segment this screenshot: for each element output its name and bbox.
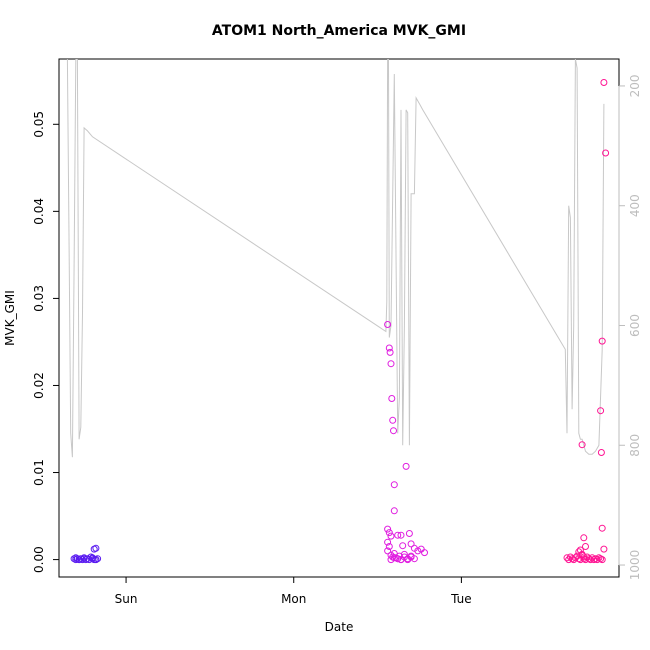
y-tick-label: 0.04 [32, 198, 46, 225]
data-point [578, 551, 586, 559]
data-point [390, 554, 398, 562]
data-point [600, 79, 608, 86]
data-point [414, 547, 422, 555]
data-point [578, 441, 586, 449]
y-axis-label: MVK_GMI [3, 290, 17, 346]
y-tick-label: 0.00 [32, 546, 46, 573]
x-tick-label: Sun [115, 592, 138, 606]
data-point [80, 555, 88, 563]
chart-title: ATOM1 North_America MVK_GMI [212, 23, 466, 39]
data-point [598, 556, 606, 564]
x-tick-label: Mon [281, 592, 306, 606]
data-point [390, 507, 398, 515]
data-point [384, 321, 392, 328]
data-point [580, 534, 588, 542]
plot-area-border [58, 58, 620, 578]
data-point [89, 554, 96, 562]
data-point [389, 416, 397, 424]
pressure-line [66, 59, 605, 458]
y-tick-label: 0.05 [32, 111, 46, 138]
y-tick-label: 0.02 [32, 372, 46, 399]
data-point [405, 530, 413, 537]
data-point [400, 550, 408, 558]
axes-layer: Sun Mon Tue 0.00 0.01 0.02 0.03 0.04 0.05 200 400 6… [32, 74, 642, 606]
data-point [386, 348, 394, 356]
data-point [394, 555, 402, 563]
data-point [384, 538, 392, 546]
y2-tick-label: 1000 [628, 550, 642, 581]
data-point [407, 552, 415, 560]
data-point [385, 543, 393, 550]
data-point [384, 525, 392, 533]
data-point [75, 556, 83, 564]
data-point [92, 544, 100, 552]
x-tick-label: Tue [450, 592, 472, 606]
data-point [385, 344, 393, 352]
data-point [385, 529, 393, 537]
y2-tick-label: 400 [628, 194, 642, 217]
data-point [397, 531, 405, 539]
points-layer [70, 79, 610, 564]
data-point [394, 531, 402, 539]
data-point [587, 556, 594, 564]
data-point [388, 395, 396, 402]
data-point [387, 556, 395, 564]
data-point [593, 556, 601, 564]
data-point [580, 553, 588, 561]
y-tick-label: 0.01 [32, 459, 46, 486]
data-point [390, 427, 397, 435]
data-point [421, 549, 428, 557]
data-point [407, 540, 415, 548]
data-point [390, 481, 398, 489]
data-point [563, 554, 571, 562]
x-axis-label: Date [325, 620, 354, 634]
data-point [387, 360, 395, 368]
data-point [399, 542, 407, 550]
data-point [384, 547, 392, 555]
data-point [598, 524, 606, 532]
y2-tick-label: 800 [628, 434, 642, 457]
y2-tick-label: 600 [628, 314, 642, 337]
data-point [600, 545, 608, 553]
data-point [72, 556, 80, 564]
data-point [402, 462, 410, 470]
data-point [598, 337, 606, 345]
data-point [602, 149, 610, 157]
pressure-line-layer [66, 59, 605, 458]
data-point [92, 556, 100, 564]
data-point [597, 407, 605, 415]
y2-tick-label: 200 [628, 74, 642, 97]
data-point [387, 532, 395, 540]
y-tick-label: 0.03 [32, 285, 46, 312]
data-point [597, 449, 605, 456]
data-point [582, 543, 589, 550]
